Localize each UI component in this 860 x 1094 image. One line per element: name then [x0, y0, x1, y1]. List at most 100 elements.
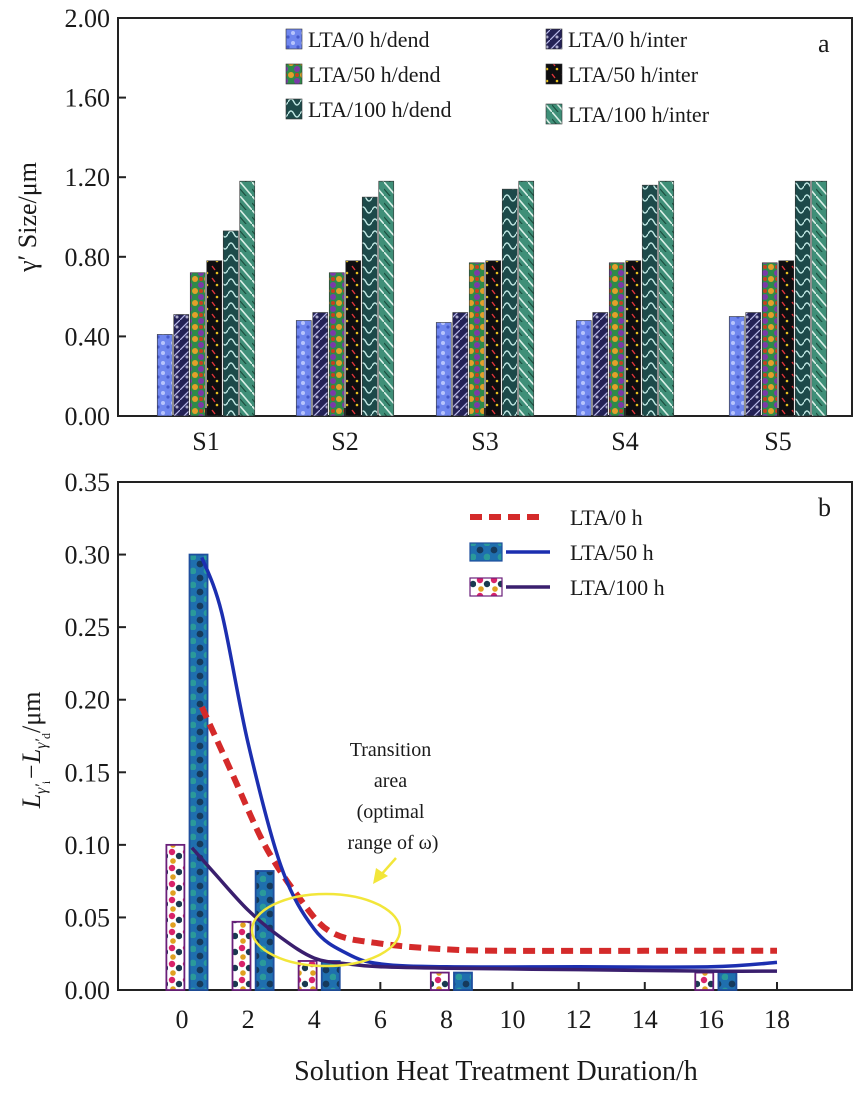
bar-s1-series-2: [189, 272, 206, 417]
panel-a-legend: LTA/0 h/dend LTA/50 h/dend LTA/100 h/dend L…: [285, 27, 710, 127]
bar-100h-4: [694, 971, 715, 991]
bar-s1-series-1: [173, 314, 190, 417]
bar-s4-series-2: [608, 262, 625, 417]
bar-s3-series-5: [518, 180, 535, 417]
legend-swatch-series-3: [545, 63, 563, 85]
bar-s2-series-3: [345, 260, 362, 417]
line-lta-100-h: [190, 846, 778, 973]
legend-label-series-4: LTA/100 h/dend: [308, 97, 451, 122]
panel-b-x-tick-label: 6: [374, 1005, 387, 1034]
bar-s4-series-3: [625, 260, 642, 417]
panel-b: 0.00 0.05 0.10 0.15 0.20 0.25 0.30 0.35 0 2 4 6 8 10…: [17, 468, 853, 1087]
panel-b-y-tick-label: 0.05: [65, 903, 111, 932]
bar-s1-series-0: [156, 334, 173, 417]
annotation-line-1: Transition: [350, 739, 432, 761]
panel-b-x-ticks: 0 2 4 6 8 10 12 14 16 18: [176, 982, 790, 1034]
panel-b-y-tick-label: 0.10: [65, 831, 111, 860]
legend-swatch-series-2: [285, 63, 303, 85]
panel-b-frame: [117, 481, 853, 991]
panel-b-y-axis-label: Lγ′i−Lγ′d/μm: [17, 692, 53, 810]
panel-a-bars: [156, 180, 828, 417]
legend-label-series-2: LTA/50 h/dend: [308, 62, 440, 87]
bar-100h-2: [297, 960, 318, 991]
bar-s3-series-1: [452, 312, 469, 417]
bar-s5-series-5: [811, 180, 828, 417]
bar-s2-series-5: [378, 180, 395, 417]
bar-s5-series-3: [778, 260, 795, 417]
legend-label-series-3: LTA/50 h/inter: [568, 62, 699, 87]
panel-a-y-tick-label: 1.20: [65, 163, 111, 192]
panel-b-x-tick-label: 8: [440, 1005, 453, 1034]
ylabel-sub2: γ′: [33, 738, 50, 748]
panel-a-x-ticks: S1 S2 S3 S4 S5: [192, 408, 792, 456]
annotation-line-2: area: [374, 770, 407, 792]
panel-a-x-tick-label: S1: [192, 427, 219, 456]
bar-50h-0: [188, 553, 209, 991]
bar-s2-series-1: [312, 312, 329, 417]
bar-s5-series-4: [794, 180, 811, 417]
legend-label-series-1: LTA/0 h/inter: [568, 27, 688, 52]
bar-s3-series-3: [485, 260, 502, 417]
legend-swatch-series-5: [545, 103, 563, 125]
panel-b-y-tick-label: 0.20: [65, 686, 111, 715]
legend-swatch-series-0: [285, 28, 303, 50]
panel-b-y-tick-label: 0.15: [65, 758, 111, 787]
legend-label-lta-0h: LTA/0 h: [570, 505, 643, 530]
bar-100h-0: [165, 843, 186, 991]
panel-b-x-axis-label: Solution Heat Treatment Duration/h: [294, 1056, 698, 1087]
panel-b-x-tick-label: 16: [698, 1005, 724, 1034]
bar-s5-series-1: [745, 312, 762, 417]
annotation-line-4: range of ω): [348, 832, 439, 854]
panel-b-x-tick-label: 12: [566, 1005, 592, 1034]
panel-b-lines: [190, 556, 778, 973]
panel-a: 0.00 0.40 0.80 1.20 1.60 2.00 S1 S2 S3 S4 S5 LTA/…: [13, 4, 853, 456]
panel-b-x-tick-label: 4: [308, 1005, 321, 1034]
bar-s2-series-2: [328, 272, 345, 417]
bar-s1-series-3: [206, 260, 223, 417]
line-lta-50-h: [200, 556, 778, 969]
bar-s1-series-4: [222, 230, 239, 417]
bar-s2-series-0: [295, 320, 312, 417]
panel-a-y-axis-label: γ′ Size/μm: [13, 162, 42, 273]
panel-a-y-tick-label: 0.80: [65, 243, 111, 272]
legend-label-series-5: LTA/100 h/inter: [568, 102, 710, 127]
legend-label-lta-100h: LTA/100 h: [570, 575, 665, 600]
bar-s1-series-5: [239, 180, 256, 417]
bar-s5-series-2: [761, 262, 778, 417]
panel-a-y-tick-label: 2.00: [65, 4, 111, 33]
bar-s5-series-0: [728, 316, 745, 417]
panel-a-y-tick-label: 0.00: [65, 402, 111, 431]
transition-area-ellipse: [250, 892, 402, 968]
bar-s4-series-0: [575, 320, 592, 417]
bar-s4-series-1: [592, 312, 609, 417]
panel-a-x-tick-label: S5: [764, 427, 791, 456]
line-lta-0-h: [199, 705, 777, 954]
panel-b-x-tick-label: 14: [632, 1005, 658, 1034]
panel-a-y-ticks: 0.00 0.40 0.80 1.20 1.60 2.00: [65, 4, 126, 431]
ylabel-unit: /μm: [17, 692, 46, 733]
legend-swatch-series-1: [545, 28, 563, 50]
legend-swatch-lta-100h: [469, 577, 503, 597]
bar-50h-4: [717, 971, 738, 991]
panel-a-y-tick-label: 1.60: [65, 84, 111, 113]
panel-a-y-tick-label: 0.40: [65, 322, 111, 351]
panel-a-x-tick-label: S2: [331, 427, 358, 456]
ylabel-sub2b: d: [39, 733, 53, 739]
panel-b-y-tick-label: 0.35: [65, 468, 111, 497]
bar-50h-3: [453, 971, 473, 991]
ylabel-minus-L: −L: [17, 749, 46, 781]
panel-b-bars: [165, 553, 738, 991]
bar-100h-1: [231, 920, 252, 991]
ylabel-L1: L: [17, 794, 46, 809]
ylabel-sub1b: i: [39, 780, 53, 784]
annotation-line-3: (optimal: [357, 801, 425, 823]
legend-label-series-0: LTA/0 h/dend: [308, 27, 429, 52]
bar-s2-series-4: [361, 196, 378, 417]
panel-b-x-tick-label: 0: [176, 1005, 189, 1034]
panel-a-x-tick-label: S4: [611, 427, 638, 456]
panel-b-x-tick-label: 18: [764, 1005, 790, 1034]
legend-swatch-series-4: [285, 98, 303, 120]
panel-a-label: a: [818, 29, 830, 58]
transition-annotation: Transition area (optimal range of ω): [348, 739, 439, 854]
